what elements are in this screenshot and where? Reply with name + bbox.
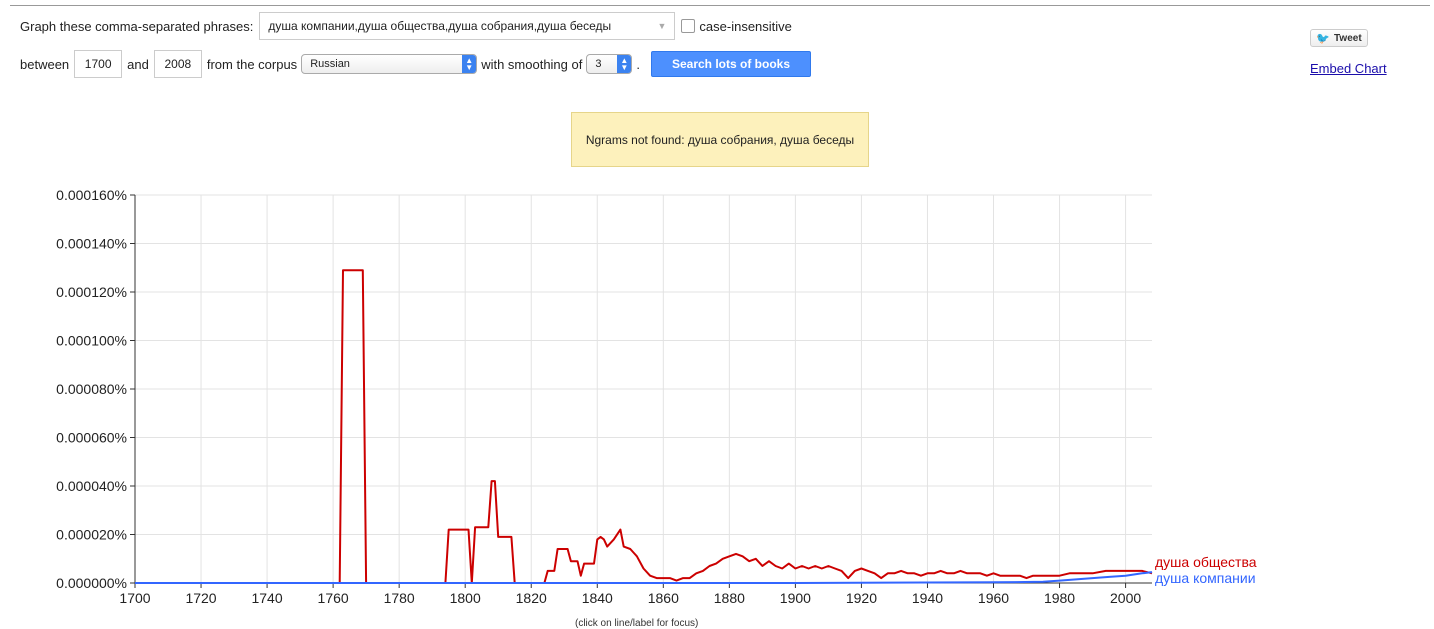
- phrases-row: Graph these comma-separated phrases: душ…: [20, 12, 792, 40]
- tweet-label: Tweet: [1334, 32, 1362, 44]
- series-line[interactable]: [135, 269, 1153, 584]
- x-tick-label: 1920: [846, 590, 877, 606]
- smoothing-value: 3: [595, 58, 602, 70]
- series-label[interactable]: душа компании: [1155, 570, 1256, 586]
- case-insensitive-label: case-insensitive: [699, 18, 792, 34]
- x-tick-label: 2000: [1110, 590, 1141, 606]
- x-tick-label: 1960: [978, 590, 1009, 606]
- y-tick-label: 0.000020%: [56, 527, 127, 543]
- corpus-label: from the corpus: [206, 56, 298, 72]
- embed-chart-link[interactable]: Embed Chart: [1310, 61, 1387, 76]
- x-tick-label: 1900: [780, 590, 811, 606]
- y-tick-label: 0.000080%: [56, 381, 127, 397]
- y-tick-label: 0.000120%: [56, 284, 127, 300]
- search-button[interactable]: Search lots of books: [651, 51, 811, 77]
- y-tick-label: 0.000040%: [56, 478, 127, 494]
- x-tick-label: 1760: [318, 590, 349, 606]
- x-tick-label: 1740: [251, 590, 282, 606]
- graph-label: Graph these comma-separated phrases:: [20, 18, 254, 34]
- x-tick-label: 1700: [119, 590, 150, 606]
- smoothing-label: with smoothing of: [481, 56, 583, 72]
- corpus-value: Russian: [310, 58, 350, 70]
- x-tick-label: 1880: [714, 590, 745, 606]
- corpus-select-arrow-icon: ▲ ▼: [462, 55, 477, 73]
- x-tick-label: 1820: [516, 590, 547, 606]
- y-tick-label: 0.000060%: [56, 430, 127, 446]
- x-tick-label: 1980: [1044, 590, 1075, 606]
- x-tick-label: 1860: [648, 590, 679, 606]
- case-insensitive-checkbox[interactable]: [681, 19, 696, 33]
- y-tick-label: 0.000140%: [56, 236, 127, 252]
- year-start-input[interactable]: 1700: [74, 50, 123, 78]
- y-tick-label: 0.000100%: [56, 333, 127, 349]
- x-tick-label: 1780: [384, 590, 415, 606]
- y-tick-label: 0.000000%: [56, 575, 127, 591]
- tweet-button[interactable]: 🐦 Tweet: [1310, 29, 1368, 47]
- focus-hint: (click on line/label for focus): [575, 618, 699, 629]
- year-end-input[interactable]: 2008: [153, 50, 202, 78]
- period-text: .: [636, 56, 640, 72]
- series-label[interactable]: душа общества: [1155, 554, 1257, 570]
- smoothing-select-arrow-icon: ▲ ▼: [617, 55, 632, 73]
- x-tick-label: 1940: [912, 590, 943, 606]
- ngrams-not-found-notice: Ngrams not found: душа собрания, душа бе…: [571, 112, 869, 167]
- x-tick-label: 1840: [582, 590, 613, 606]
- x-tick-label: 1800: [450, 590, 481, 606]
- x-tick-label: 1720: [185, 590, 216, 606]
- corpus-select[interactable]: Russian ▲ ▼: [301, 54, 478, 74]
- and-label: and: [127, 56, 149, 72]
- top-divider: [10, 5, 1430, 6]
- options-row: between 1700 and 2008 from the corpus Ru…: [20, 49, 640, 79]
- y-tick-label: 0.000160%: [56, 187, 127, 203]
- phrases-value: душа компании,душа общества,душа собрани…: [268, 19, 612, 33]
- between-label: between: [20, 56, 70, 72]
- twitter-bird-icon: 🐦: [1316, 32, 1331, 45]
- smoothing-select[interactable]: 3 ▲ ▼: [586, 54, 633, 74]
- series-line[interactable]: [135, 571, 1153, 584]
- dropdown-caret-icon[interactable]: ▼: [657, 21, 667, 31]
- phrases-input[interactable]: душа компании,душа общества,душа собрани…: [259, 12, 676, 40]
